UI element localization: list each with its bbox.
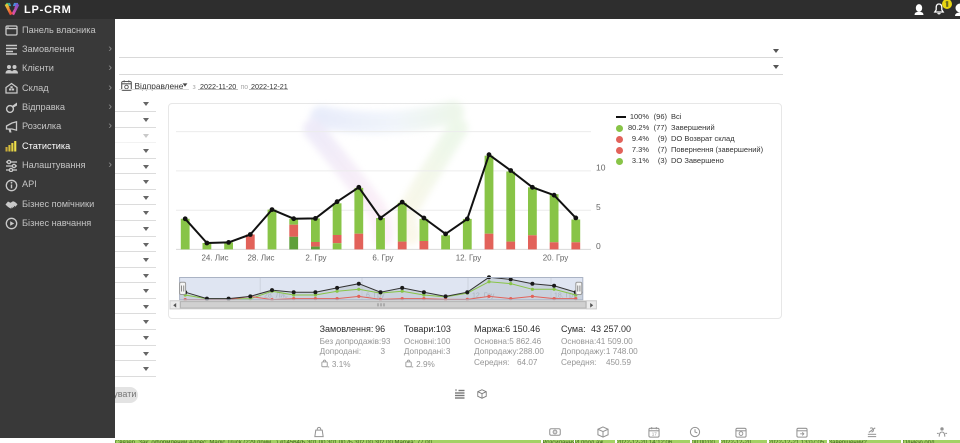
svg-text:17: 17	[652, 432, 658, 437]
svg-text:12. Гру: 12. Гру	[456, 254, 482, 263]
svg-text:28. Лис: 28. Лис	[247, 254, 274, 263]
svg-text:6. Гру: 6. Гру	[372, 254, 393, 263]
svg-text:x: x	[411, 364, 413, 368]
svg-text:20. Гру: 20. Гру	[543, 254, 569, 263]
svg-text:0: 0	[596, 241, 601, 251]
svg-text:2. Гру: 2. Гру	[305, 254, 326, 263]
svg-text:5: 5	[596, 202, 601, 212]
svg-text:10: 10	[596, 163, 606, 173]
svg-text:24. Лис: 24. Лис	[201, 254, 228, 263]
svg-text:x: x	[327, 364, 329, 368]
